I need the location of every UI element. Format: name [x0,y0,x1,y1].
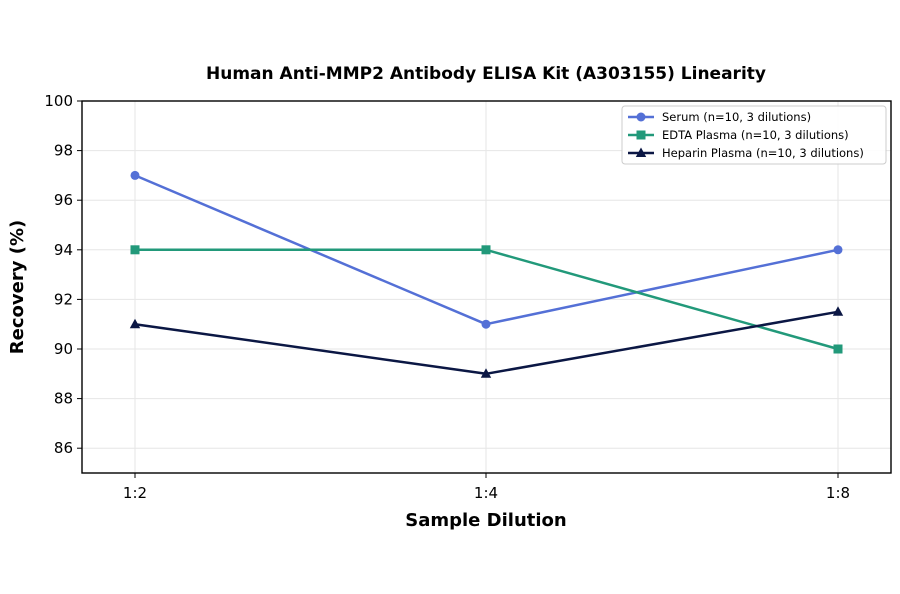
data-point [833,245,843,255]
data-point [832,306,844,316]
y-tick-label: 100 [44,92,73,110]
y-tick-label: 92 [54,290,73,308]
legend-label: Heparin Plasma (n=10, 3 dilutions) [662,146,864,160]
x-axis-label: Sample Dilution [405,510,566,531]
data-point [481,245,491,255]
legend: Serum (n=10, 3 dilutions) EDTA Plasma (n=… [621,105,887,165]
y-tick-label: 94 [54,241,73,259]
x-tick-label: 1:4 [474,484,498,502]
chart-title: Human Anti-MMP2 Antibody ELISA Kit (A303… [206,64,766,84]
legend-label: Serum (n=10, 3 dilutions) [662,110,811,124]
y-tick-label: 90 [54,340,73,358]
x-tick-label: 1:2 [123,484,147,502]
data-point [480,368,492,378]
axis-ticks: 86 88 90 92 94 96 98 100 1:2 1:4 1:8 [44,92,850,502]
data-point [130,245,140,255]
legend-label: EDTA Plasma (n=10, 3 dilutions) [662,128,849,142]
x-tick-label: 1:8 [826,484,850,502]
legend-marker [636,112,646,122]
legend-marker [635,147,647,157]
data-point [130,170,140,180]
y-tick-label: 96 [54,191,73,209]
legend-item: Heparin Plasma (n=10, 3 dilutions) [628,146,864,160]
data-point [129,318,141,329]
series-3 [129,306,844,378]
legend-item: Serum (n=10, 3 dilutions) [628,110,811,124]
series-2 [130,245,843,354]
y-tick-label: 86 [54,439,73,457]
series-lines [129,170,844,378]
y-tick-label: 88 [54,390,73,408]
data-point [481,319,491,329]
legend-box [621,105,887,165]
legend-item: EDTA Plasma (n=10, 3 dilutions) [628,128,849,142]
y-axis-label: Recovery (%) [7,220,28,354]
legend-marker [636,130,646,140]
series-1 [130,170,843,329]
data-point [833,344,843,354]
y-tick-label: 98 [54,142,73,160]
